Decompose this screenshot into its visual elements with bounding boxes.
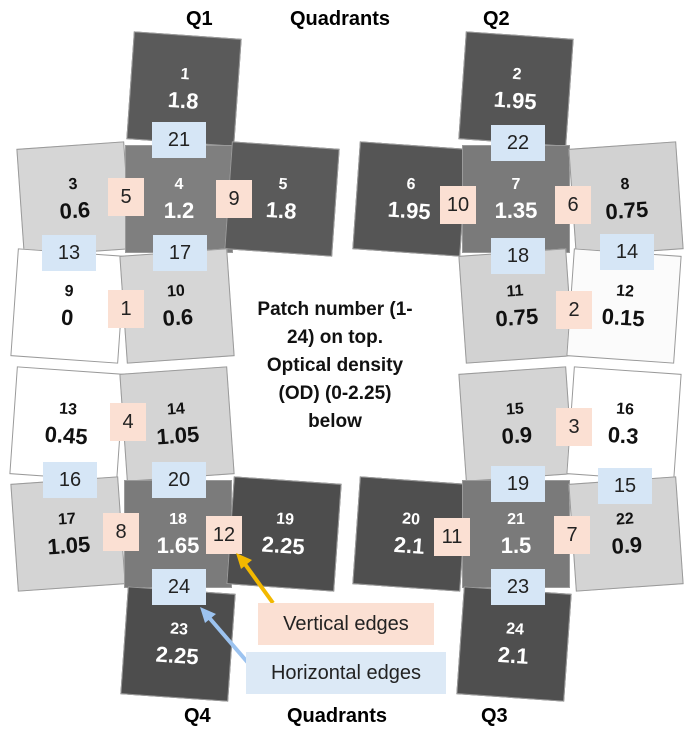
center-caption-line: Optical density — [266, 355, 404, 376]
patch-number: 7 — [511, 176, 521, 193]
center-caption-line: 24) on top. — [286, 327, 384, 348]
horizontal-edge-marker-20: 20 — [152, 462, 206, 498]
vertical-edge-marker-9: 9 — [216, 180, 252, 218]
horizontal-edges-legend: Horizontal edges — [246, 652, 446, 694]
horizontal-edge-marker-13: 13 — [42, 235, 96, 271]
horizontal-edge-marker-23: 23 — [491, 569, 545, 605]
vertical-edge-marker-6: 6 — [555, 186, 591, 224]
vertical-edge-marker-10: 10 — [440, 186, 476, 224]
quadrant-label-q3: Q3 — [481, 705, 508, 727]
horizontal-edge-marker-22: 22 — [491, 125, 545, 161]
horizontal-edge-marker-14: 14 — [600, 234, 654, 270]
patch-optical-density: 1.35 — [494, 198, 538, 223]
horizontal-edges-arrow-head — [200, 607, 216, 623]
patch-number: 18 — [169, 511, 187, 528]
vertical-edges-arrow — [240, 558, 275, 605]
quadrants-heading-bottom: Quadrants — [287, 705, 388, 727]
quadrant-label-q1: Q1 — [186, 8, 213, 30]
quadrant-label-q4: Q4 — [184, 705, 211, 727]
center-caption-line: below — [308, 411, 362, 432]
vertical-edge-marker-7: 7 — [554, 516, 590, 554]
quadrants-heading-top: Quadrants — [290, 8, 391, 30]
vertical-edge-marker-12: 12 — [206, 516, 242, 554]
horizontal-edge-marker-24: 24 — [152, 569, 206, 605]
horizontal-edge-marker-16: 16 — [43, 462, 97, 498]
patch-optical-density: 1.65 — [156, 533, 200, 558]
vertical-edge-marker-11: 11 — [434, 518, 470, 556]
quadrant-label-q2: Q2 — [483, 8, 510, 30]
horizontal-edge-marker-21: 21 — [152, 122, 206, 158]
vertical-edge-marker-2: 2 — [556, 291, 592, 329]
horizontal-edge-marker-18: 18 — [491, 238, 545, 274]
vertical-edge-marker-5: 5 — [108, 178, 144, 216]
vertical-edges-arrow-head — [236, 553, 252, 569]
vertical-edge-marker-4: 4 — [110, 403, 146, 441]
horizontal-edge-marker-19: 19 — [491, 466, 545, 502]
vertical-edge-marker-3: 3 — [556, 408, 592, 446]
patch-optical-density: 1.2 — [163, 198, 195, 223]
patch-number: 21 — [507, 511, 525, 528]
vertical-edge-marker-8: 8 — [103, 513, 139, 551]
horizontal-edges-arrow — [204, 612, 251, 666]
patch-number: 4 — [174, 176, 184, 193]
center-caption-line: (OD) (0-2.25) — [278, 383, 392, 404]
horizontal-edge-marker-15: 15 — [598, 468, 652, 504]
center-caption-line: Patch number (1- — [257, 299, 413, 320]
vertical-edge-marker-1: 1 — [108, 290, 144, 328]
horizontal-edge-marker-17: 17 — [153, 235, 207, 271]
center-caption: Patch number (1- 24) on top. Optical den… — [230, 296, 440, 436]
vertical-edges-legend: Vertical edges — [258, 603, 434, 645]
patch-optical-density: 1.5 — [500, 533, 532, 558]
